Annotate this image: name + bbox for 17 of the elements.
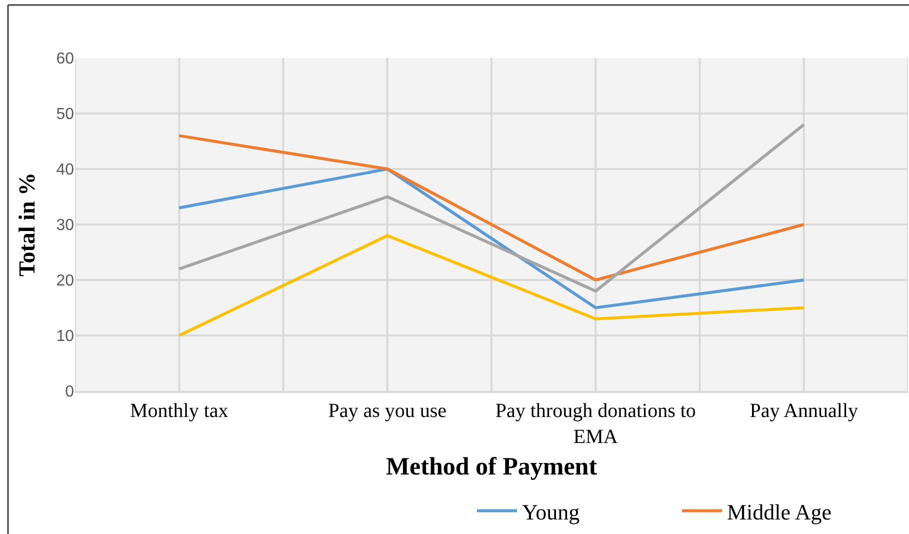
line-series [178, 234, 806, 337]
y-tick-label: 60 [56, 50, 74, 68]
y-tick-label: 50 [56, 106, 74, 124]
x-tick-label: Monthly tax [130, 400, 228, 422]
y-tick-label: 20 [56, 272, 74, 290]
x-axis-title: Method of Payment [386, 454, 598, 480]
y-tick-label: 40 [56, 162, 74, 179]
y-axis-title: Total in % [14, 172, 40, 276]
line-series [178, 168, 806, 310]
y-tick-label: 0 [65, 384, 74, 401]
x-tick-label: Pay Annually [750, 400, 858, 422]
y-tick-label: 30 [56, 217, 74, 234]
legend-label: Middle Age [727, 499, 832, 524]
legend-label: Young [522, 499, 580, 524]
y-tick-label: 10 [56, 328, 74, 346]
x-tick-label: Pay as you use [328, 400, 447, 422]
x-tick-label: Pay through donations to EMA [495, 400, 696, 448]
